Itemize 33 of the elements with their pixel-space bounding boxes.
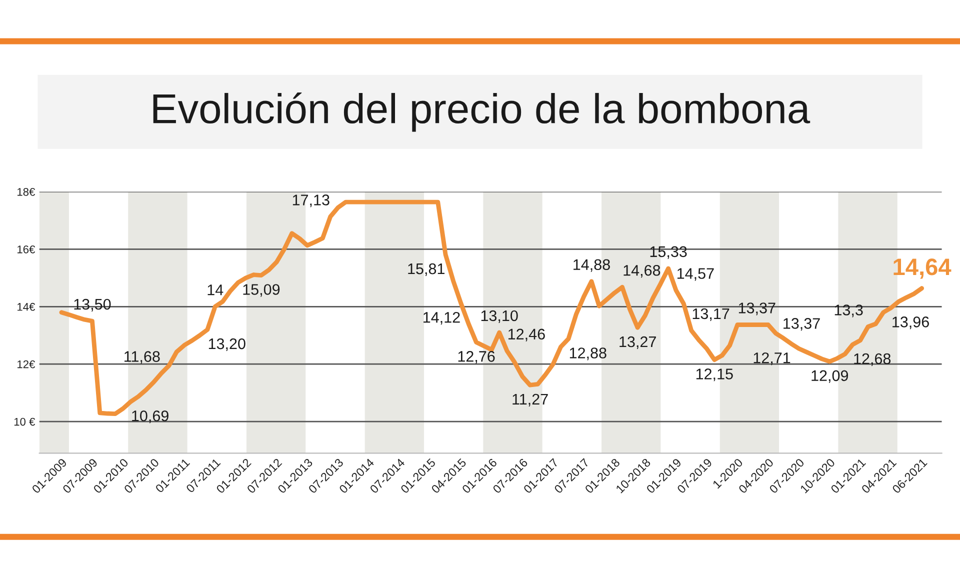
data-label: 14,12 [424, 312, 460, 325]
data-label: 12,71 [754, 352, 790, 366]
data-label: 15,33 [650, 246, 687, 259]
data-label: 17,13 [292, 194, 330, 208]
data-label: 13,17 [692, 308, 730, 321]
data-label: 11,27 [512, 394, 548, 406]
data-label: 10,69 [132, 410, 168, 424]
data-label: 13,3 [834, 304, 863, 318]
data-label: 12,76 [458, 351, 495, 364]
data-label: 12,88 [570, 348, 606, 360]
data-label: 14,64 [894, 258, 952, 279]
data-label: 11,68 [124, 351, 160, 364]
chart-title: Evolución del precio de la bombona [153, 92, 810, 132]
data-label: 14,57 [677, 268, 714, 281]
data-label: 13,27 [620, 336, 656, 349]
data-label: 13,37 [784, 318, 820, 331]
y-tick-label: 14€ [18, 302, 36, 311]
y-tick-label: 10 € [14, 418, 36, 426]
data-label: 12,68 [854, 353, 891, 366]
data-label: 14 [208, 284, 224, 296]
data-label: 13,96 [892, 316, 929, 330]
data-label: 13,20 [208, 338, 246, 351]
data-label: 14,88 [574, 259, 610, 272]
y-tick-label: 18€ [18, 188, 36, 196]
data-label: 12,46 [508, 328, 545, 342]
data-label: 12,09 [812, 370, 848, 383]
data-label: 12,15 [696, 368, 733, 382]
data-label: 15,09 [243, 284, 280, 297]
data-label: 13,10 [481, 310, 518, 323]
y-tick-label: 12€ [18, 360, 36, 368]
y-tick-label: 16€ [18, 245, 36, 254]
data-label: 14,68 [624, 264, 660, 278]
data-label: 15,81 [408, 263, 444, 276]
